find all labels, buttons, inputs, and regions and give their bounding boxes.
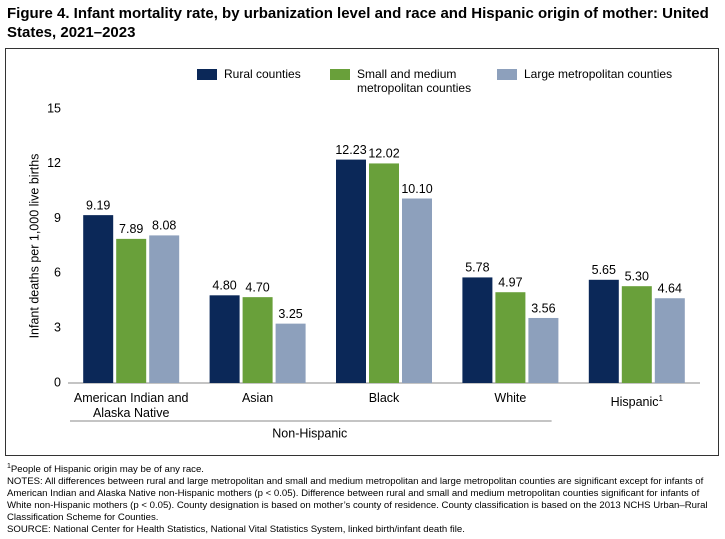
value-label: 5.30 (625, 269, 649, 283)
value-label: 12.02 (368, 147, 399, 161)
bar (336, 159, 366, 383)
value-label: 8.08 (152, 219, 176, 233)
x-tick-label: White (450, 391, 570, 406)
bar (495, 292, 526, 383)
footnote-mark: 1 (658, 394, 663, 403)
value-label: 4.80 (212, 279, 236, 293)
bar (621, 286, 652, 383)
x-tick-label: Hispanic1 (577, 391, 697, 410)
category-text: Hispanic (610, 395, 659, 410)
chart-title: Figure 4. Infant mortality rate, by urba… (7, 5, 709, 41)
bar (588, 279, 619, 383)
category-text: White (494, 391, 527, 405)
legend-label: Rural counties (224, 67, 301, 81)
group-label: Non-Hispanic (272, 426, 347, 440)
value-label: 3.25 (278, 307, 302, 321)
value-label: 5.78 (465, 261, 489, 275)
legend-swatch (497, 69, 517, 80)
value-label: 4.70 (245, 280, 269, 294)
x-tick-label: American Indian and Alaska Native (71, 391, 191, 421)
y-axis-label: Infant deaths per 1,000 live births (27, 154, 41, 339)
y-tick-label: 9 (54, 211, 61, 225)
footnote-mark: 1 (7, 463, 11, 470)
legend-swatch (330, 69, 350, 80)
value-label: 5.65 (592, 263, 616, 277)
category-text: Black (368, 391, 400, 405)
y-tick-label: 6 (54, 266, 61, 280)
x-tick-label: Asian (198, 391, 318, 406)
bar (528, 317, 559, 383)
value-label: 7.89 (119, 222, 143, 236)
category-text: Asian (241, 391, 274, 405)
bar (369, 163, 399, 383)
bar (83, 215, 114, 383)
chart-frame (5, 48, 719, 456)
bar (149, 235, 180, 383)
legend-label: Large metropolitan counties (524, 67, 673, 81)
bar (242, 297, 273, 383)
value-label: 4.97 (498, 276, 522, 290)
notes: NOTES: All differences between rural and… (7, 476, 708, 524)
legend-label: Small and medium metropolitan counties (357, 67, 472, 95)
value-label: 9.19 (86, 198, 110, 212)
value-label: 3.56 (531, 301, 555, 315)
bar (209, 295, 240, 383)
value-label: 4.64 (658, 282, 682, 296)
value-label: 12.23 (335, 143, 366, 157)
bar (116, 238, 147, 383)
y-tick-label: 12 (47, 156, 61, 170)
value-label: 10.10 (401, 182, 432, 196)
y-tick-label: 15 (47, 101, 61, 115)
bar (462, 277, 493, 383)
y-tick-label: 0 (54, 375, 61, 389)
footnote: 1People of Hispanic origin may be of any… (7, 461, 719, 476)
legend-swatch (197, 69, 217, 80)
bar (275, 323, 306, 383)
footnotes: 1People of Hispanic origin may be of any… (7, 461, 719, 536)
footnote-text: People of Hispanic origin may be of any … (10, 464, 204, 476)
x-tick-label: Black (324, 391, 444, 406)
bar (402, 198, 432, 383)
bar (654, 298, 685, 383)
y-tick-label: 3 (54, 320, 61, 334)
category-text: American Indian and Alaska Native (73, 391, 189, 420)
source: SOURCE: National Center for Health Stati… (7, 524, 465, 536)
